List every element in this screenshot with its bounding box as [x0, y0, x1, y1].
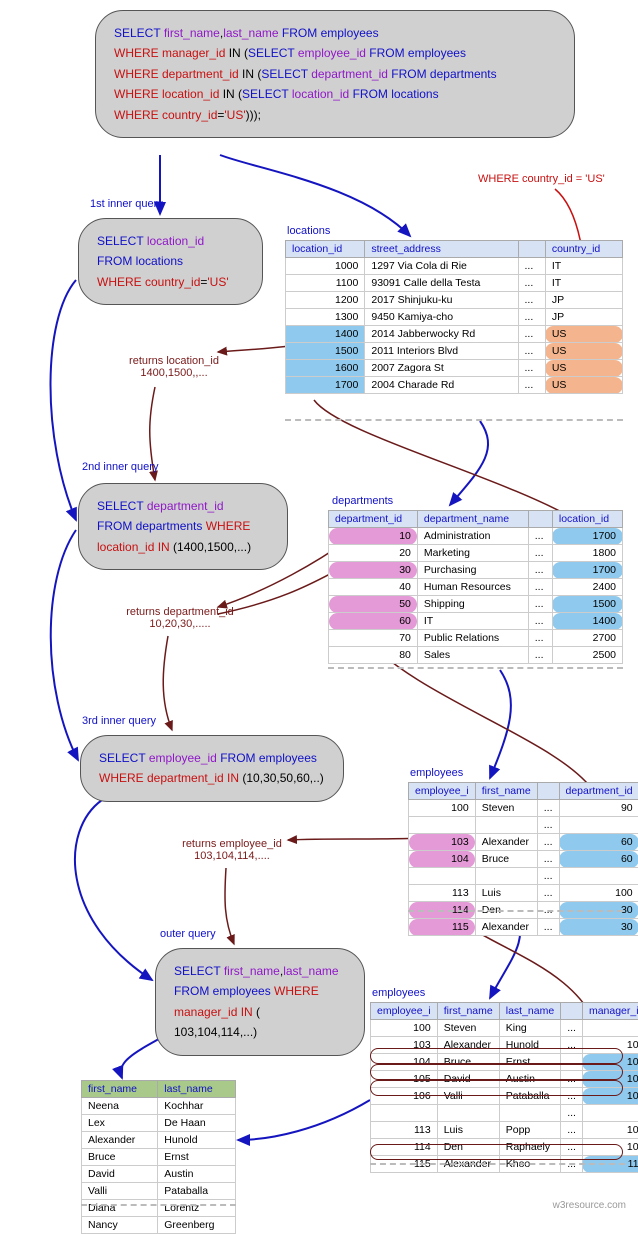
table-row: LexDe Haan: [82, 1115, 236, 1132]
table-row: 12002017 Shinjuku-ku...JP: [286, 292, 623, 309]
column-header: [518, 241, 545, 258]
column-header: [561, 1003, 583, 1020]
query-1-box: SELECT location_id FROM locations WHERE …: [78, 218, 263, 305]
diagram-container: SELECT first_name,last_name FROM employe…: [0, 0, 638, 1215]
note-returns-employee: returns employee_id103,104,114,....: [152, 838, 312, 862]
query-3-box: SELECT employee_id FROM employees WHERE …: [80, 735, 344, 802]
table-row: NancyGreenberg: [82, 1217, 236, 1234]
label-3rd-inner: 3rd inner query: [82, 715, 156, 727]
table-row: 40Human Resources...2400: [329, 579, 623, 596]
result-table: first_namelast_nameNeenaKochharLexDe Haa…: [81, 1080, 236, 1234]
table-label-departments: departments: [332, 495, 393, 507]
table-row: ValliPataballa: [82, 1183, 236, 1200]
table-row: 10001297 Via Cola di Rie...IT: [286, 258, 623, 275]
table-row: 110093091 Calle della Testa...IT: [286, 275, 623, 292]
column-header: department_id: [329, 511, 418, 528]
table-row: 105DavidAustin...103: [371, 1071, 638, 1088]
table-row: 100StevenKing...0: [371, 1020, 638, 1037]
locations-table: location_idstreet_address country_id10001…: [285, 240, 623, 394]
table-row: 13009450 Kamiya-cho...JP: [286, 309, 623, 326]
column-header: first_name: [475, 783, 537, 800]
query-2-box: SELECT department_id FROM departments WH…: [78, 483, 288, 570]
query-4-box: SELECT first_name,last_name FROM employe…: [155, 948, 365, 1056]
table-row: BruceErnst: [82, 1149, 236, 1166]
table-label-locations: locations: [287, 225, 330, 237]
table-row: 14002014 Jabberwocky Rd...US: [286, 326, 623, 343]
table-row: ...: [371, 1105, 638, 1122]
table-row: 15002011 Interiors Blvd...US: [286, 343, 623, 360]
table-row: 30Purchasing...1700: [329, 562, 623, 579]
departments-table: department_iddepartment_name location_id1…: [328, 510, 623, 664]
table-row: NeenaKochhar: [82, 1098, 236, 1115]
table-row: 103Alexander...60: [409, 834, 638, 851]
table-row: 20Marketing...1800: [329, 545, 623, 562]
label-1st-inner: 1st inner query: [90, 198, 163, 210]
table-row: 70Public Relations...2700: [329, 630, 623, 647]
torn-edge: [81, 1204, 236, 1210]
table-row: ...: [409, 868, 638, 885]
table-row: 17002004 Charade Rd...US: [286, 377, 623, 394]
torn-edge: [408, 910, 623, 916]
table-row: 104BruceErnst...103: [371, 1054, 638, 1071]
note-returns-location: returns location_id1400,1500,,...: [104, 355, 244, 379]
table-row: 50Shipping...1500: [329, 596, 623, 613]
label-outer: outer query: [160, 928, 216, 940]
table-label-employees2: employees: [372, 987, 425, 999]
employees-table-2: employee_ifirst_namelast_namemanager_id1…: [370, 1002, 638, 1173]
table-row: 10Administration...1700: [329, 528, 623, 545]
torn-edge: [328, 667, 623, 675]
torn-edge: [370, 1163, 625, 1169]
table-row: 100Steven...90: [409, 800, 638, 817]
column-header: last_name: [499, 1003, 560, 1020]
column-header: last_name: [158, 1081, 236, 1098]
table-row: 106ValliPataballa...103: [371, 1088, 638, 1105]
table-row: 113LuisPopp...108: [371, 1122, 638, 1139]
table-row: 16002007 Zagora St...US: [286, 360, 623, 377]
table-row: 104Bruce...60: [409, 851, 638, 868]
column-header: street_address: [365, 241, 518, 258]
table-row: 60IT...1400: [329, 613, 623, 630]
column-header: country_id: [545, 241, 622, 258]
column-header: employee_i: [371, 1003, 438, 1020]
table-row: 115Alexander...30: [409, 919, 638, 936]
table-row: ...: [409, 817, 638, 834]
table-row: AlexanderHunold: [82, 1132, 236, 1149]
table-row: 103AlexanderHunold...102: [371, 1037, 638, 1054]
column-header: department_id: [559, 783, 638, 800]
column-header: [528, 511, 552, 528]
column-header: department_name: [417, 511, 528, 528]
column-header: employee_i: [409, 783, 476, 800]
column-header: location_id: [552, 511, 622, 528]
table-row: 113Luis...100: [409, 885, 638, 902]
column-header: manager_id: [582, 1003, 638, 1020]
table-label-employees1: employees: [410, 767, 463, 779]
main-query-box: SELECT first_name,last_name FROM employe…: [95, 10, 575, 138]
column-header: first_name: [82, 1081, 158, 1098]
footer-credit: w3resource.com: [553, 1200, 626, 1211]
table-row: 80Sales...2500: [329, 647, 623, 664]
note-where-country: WHERE country_id = 'US': [478, 173, 605, 185]
label-2nd-inner: 2nd inner query: [82, 461, 158, 473]
column-header: first_name: [437, 1003, 499, 1020]
table-row: 114DenRaphaely...100: [371, 1139, 638, 1156]
table-row: DavidAustin: [82, 1166, 236, 1183]
column-header: location_id: [286, 241, 365, 258]
torn-edge: [285, 419, 623, 427]
column-header: [537, 783, 559, 800]
note-returns-department: returns department_id10,20,30,.....: [100, 606, 260, 630]
